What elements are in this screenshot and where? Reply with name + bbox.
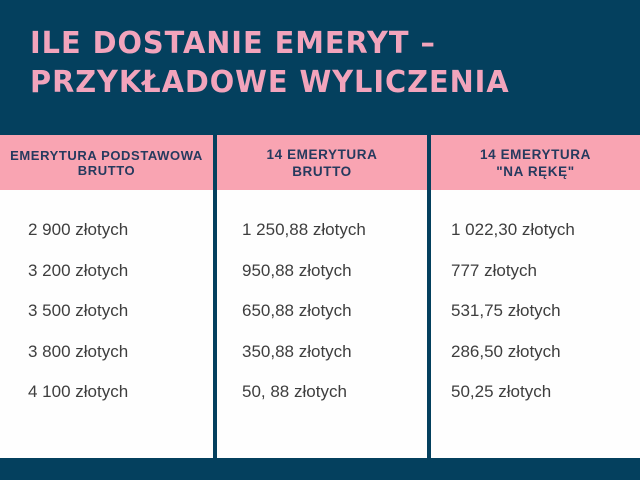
table-cell: 3 200 złotych — [28, 260, 129, 280]
table-cell: 4 100 złotych — [28, 382, 129, 402]
column-emerytura-podstawowa-brutto: EMERYTURA PODSTAWOWA BRUTTO 2 900 złotyc… — [0, 135, 213, 458]
page-title-line1: ILE DOSTANIE EMERYT – — [30, 26, 436, 61]
header-line: BRUTTO — [292, 163, 352, 179]
table-cell: 50,25 złotych — [451, 382, 552, 402]
table-cell: 1 250,88 złotych — [242, 220, 366, 240]
header-line: 14 EMERYTURA — [266, 146, 378, 162]
page-title-line2: PRZYKŁADOWE WYLICZENIA — [30, 65, 510, 100]
table-cell: 350,88 złotych — [242, 341, 352, 361]
column-14-emerytura-brutto: 14 EMERYTURA BRUTTO 1 250,88 złotych 950… — [213, 135, 427, 458]
column-header-14-emerytura-brutto: 14 EMERYTURA BRUTTO — [217, 135, 427, 190]
table-cell: 1 022,30 złotych — [451, 220, 575, 240]
table-cell: 777 złotych — [451, 260, 537, 280]
header-line: "NA RĘKĘ" — [496, 163, 575, 179]
column-header-14-emerytura-na-reke: 14 EMERYTURA "NA RĘKĘ" — [431, 135, 640, 190]
table-cell: 650,88 złotych — [242, 301, 352, 321]
column-body: 1 022,30 złotych 777 złotych 531,75 złot… — [431, 190, 640, 458]
header-line: EMERYTURA PODSTAWOWA — [10, 147, 203, 163]
table-cell: 2 900 złotych — [28, 220, 129, 240]
table-cell: 3 500 złotych — [28, 301, 129, 321]
page-title: ILE DOSTANIE EMERYT – PRZYKŁADOWE WYLICZ… — [30, 24, 510, 102]
table-cell: 286,50 złotych — [451, 341, 561, 361]
column-header-emerytura-podstawowa: EMERYTURA PODSTAWOWA BRUTTO — [0, 135, 213, 190]
column-14-emerytura-na-reke: 14 EMERYTURA "NA RĘKĘ" 1 022,30 złotych … — [427, 135, 640, 458]
column-body: 1 250,88 złotych 950,88 złotych 650,88 z… — [217, 190, 427, 458]
header-line: BRUTTO — [77, 162, 136, 178]
table-cell: 950,88 złotych — [242, 260, 352, 280]
header-line: 14 EMERYTURA — [480, 146, 591, 162]
table-cell: 50, 88 złotych — [242, 382, 347, 402]
pension-table: EMERYTURA PODSTAWOWA BRUTTO 2 900 złotyc… — [0, 135, 640, 458]
column-body: 2 900 złotych 3 200 złotych 3 500 złotyc… — [0, 190, 213, 458]
table-cell: 531,75 złotych — [451, 301, 561, 321]
table-cell: 3 800 złotych — [28, 341, 129, 361]
